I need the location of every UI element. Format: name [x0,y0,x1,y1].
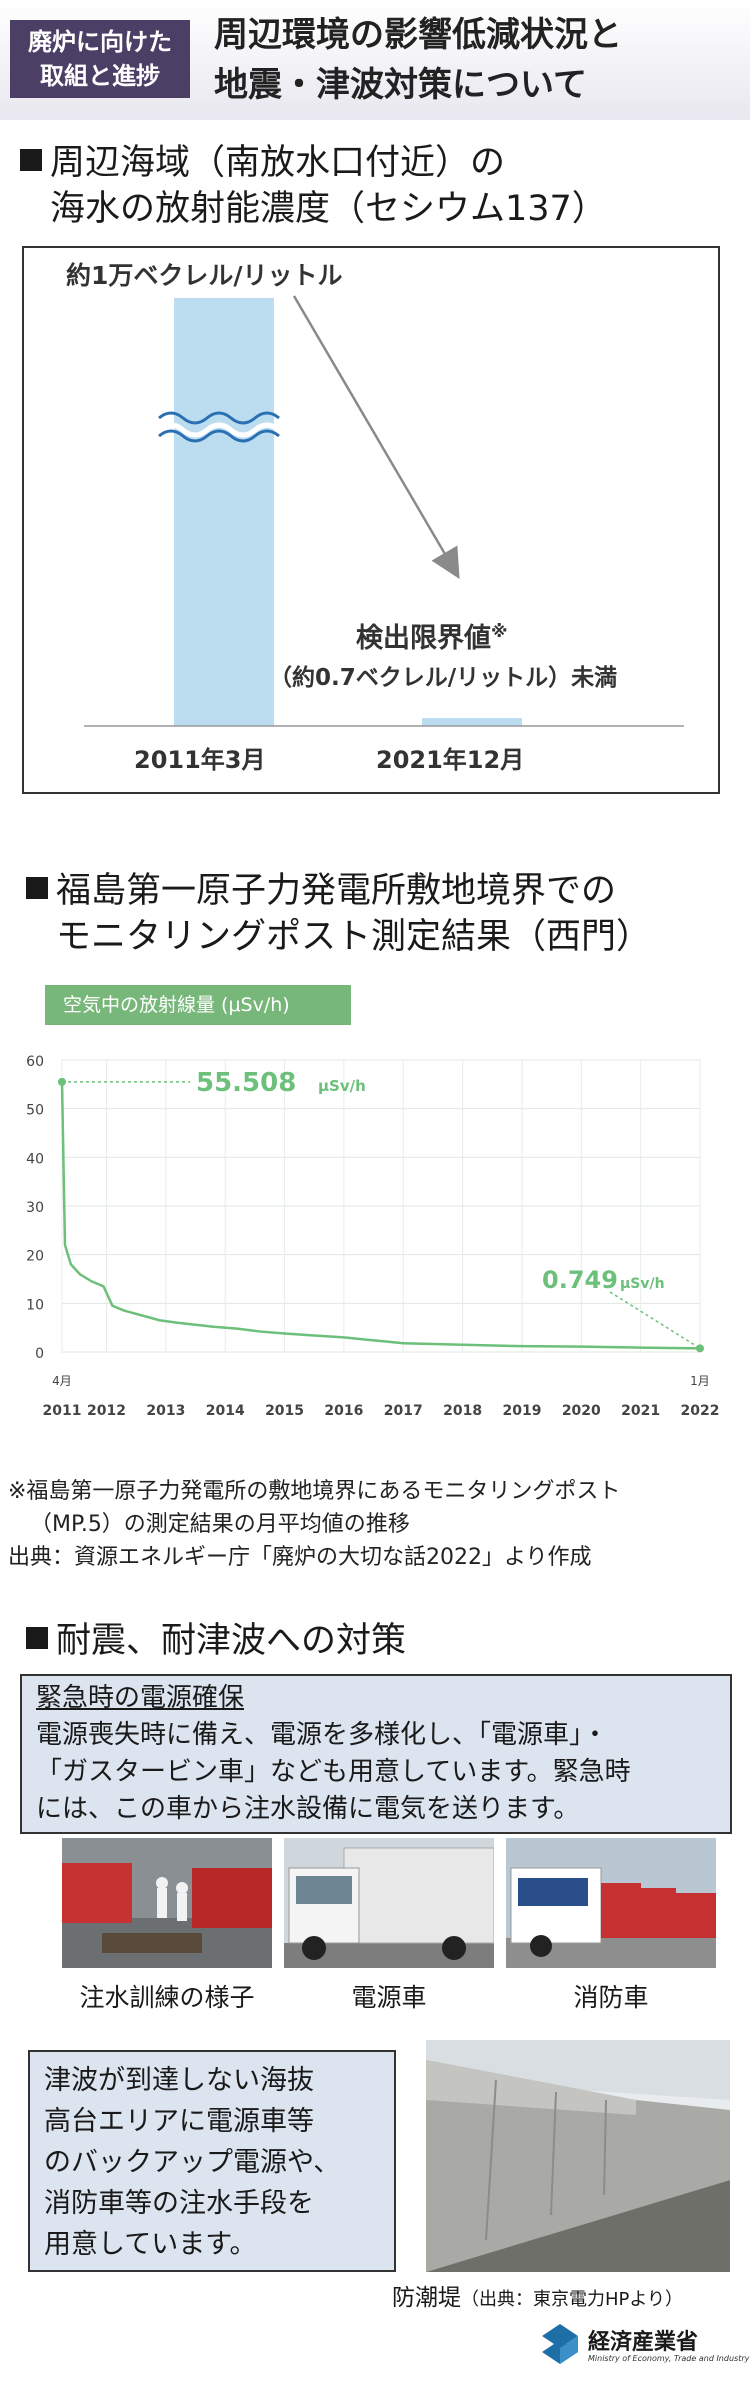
ministry-name: 経済産業省 [588,2330,699,2355]
tsunami-line5: 用意しています。 [44,2229,257,2260]
power-truck-image [284,1838,494,1968]
y-tick-label: 10 [26,1297,44,1313]
x-tick-label: 2019 [502,1403,541,1419]
limit-sub-label: （約0.7ベクレル/リットル）未満 [269,665,618,691]
limit-label-text: 検出限界値 [356,623,491,654]
x-tick-label: 2017 [384,1403,423,1419]
limit-label: 検出限界値※ [356,616,508,655]
power-truck-caption: 電源車 [351,1983,427,2012]
tsunami-box: 津波が到達しない海抜 高台エリアに電源車等 のバックアップ電源や、 消防車等の注… [28,2050,396,2272]
start-month-label: 4月 [52,1374,72,1388]
x-tick-label: 2012 [87,1403,126,1419]
training-caption: 注水訓練の様子 [79,1983,255,2012]
seawater-chart-svg [84,295,684,727]
tsunami-line4: 消防車等の注水手段を [44,2188,314,2219]
title-line2: 地震・津波対策について [214,65,587,105]
power-supply-box: 緊急時の電源確保 電源喪失時に備え、電源を多様化し、「電源車」・ 「ガスタービン… [20,1674,732,1834]
seawall-source: （出典：東京電力HPより） [461,2289,684,2310]
training-photo [62,1838,272,1968]
bar-2011 [174,298,274,726]
radiation-line-chart: 60 50 40 30 20 10 0 2011 2012 2013 2014 2015 2016 201… [26,1054,720,1419]
series-line [60,1081,701,1350]
training-photo-image [62,1838,272,1968]
power-box-heading: 緊急時の電源確保 [36,1683,245,1713]
note-line1: ※福島第一原子力発電所の敷地境界にあるモニタリングポスト [8,1479,621,1504]
seawall-caption-text: 防潮堤 [392,2285,461,2311]
ministry-logo: 経済産業省 Ministry of Economy, Trade and Ind… [538,2320,749,2376]
section1-title-line2: 海水の放射能濃度（セシウム137） [50,189,607,229]
fire-truck-photo [506,1838,716,1968]
chart-note: ※福島第一原子力発電所の敷地境界にあるモニタリングポスト （MP.5）の測定結果… [8,1475,748,1574]
top-value-label: 約1万ベクレル/リットル [66,261,343,290]
end-unit-label: μSv/h [620,1276,665,1292]
tsunami-line3: のバックアップ電源や、 [44,2147,341,2178]
category-2021: 2021年12月 [376,746,525,774]
category-badge: 廃炉に向けた 取組と進捗 [10,20,190,98]
tsunami-line2: 高台エリアに電源車等 [44,2106,314,2137]
category-2011: 2011年3月 [134,746,266,774]
section2-heading: 福島第一原子力発電所敷地境界での モニタリングポスト測定結果（西門） [26,868,736,960]
peak-unit-label: μSv/h [318,1077,366,1095]
fire-truck-image [506,1838,716,1968]
y-tick-label: 50 [26,1103,44,1119]
bullet-square-icon [26,1627,48,1649]
seawall-caption: 防潮堤（出典：東京電力HPより） [392,2278,683,2312]
seawater-chart: 約1万ベクレル/リットル 検出限界値※ （約0.7ベクレル/リットル）未満 20… [22,246,720,794]
x-tick-label: 2018 [443,1403,482,1419]
axis-break-icon [158,411,280,425]
section1-heading: 周辺海域（南放水口付近）の 海水の放射能濃度（セシウム137） [20,140,720,232]
fire-truck-caption: 消防車 [573,1983,649,2012]
section2-title-line2: モニタリングポスト測定結果（西門） [56,917,652,957]
x-tick-label: 2016 [324,1403,363,1419]
bar-2021 [422,718,522,726]
badge-line1: 廃炉に向けた [28,28,172,56]
section1-title-line1: 周辺海域（南放水口付近）の [50,143,506,183]
peak-value-label: 55.508 [196,1068,296,1098]
decrease-arrow [292,295,460,579]
power-truck-photo [284,1838,494,1968]
y-tick-label: 60 [26,1054,44,1070]
x-tick-label: 2021 [621,1403,660,1419]
title-line1: 周辺環境の影響低減状況と [214,15,622,55]
end-value-label: 0.749 [542,1266,618,1294]
seawall-image [426,2040,730,2272]
x-tick-label: 2022 [681,1403,720,1419]
y-tick-label: 40 [26,1151,44,1167]
note-line2: （MP.5）の測定結果の月平均値の推移 [30,1512,410,1537]
y-tick-label: 20 [26,1249,44,1265]
x-tick-label: 2015 [265,1403,304,1419]
section3-heading: 耐震、耐津波への対策 [26,1618,726,1664]
section2-title-line1: 福島第一原子力発電所敷地境界での [56,871,617,911]
badge-line2: 取組と進捗 [40,62,160,90]
power-box-line3: には、この車から注水設備に電気を送ります。 [36,1794,580,1824]
y-tick-label: 30 [26,1200,44,1216]
power-box-line1: 電源喪失時に備え、電源を多様化し、「電源車」・ [36,1720,609,1750]
end-month-label: 1月 [690,1374,710,1388]
meti-emblem-icon [542,2324,578,2364]
y-tick-label: 0 [35,1346,44,1362]
x-tick-label: 2014 [206,1403,245,1419]
chart-unit-tag: 空気中の放射線量 (μSv/h) [45,985,351,1025]
x-tick-label: 2011 [43,1403,82,1419]
bullet-square-icon [20,149,42,171]
x-tick-label: 2013 [146,1403,185,1419]
page-title: 周辺環境の影響低減状況と 地震・津波対策について [214,10,734,110]
bullet-square-icon [26,877,48,899]
limit-mark: ※ [491,622,508,642]
ministry-en: Ministry of Economy, Trade and Industry [588,2354,750,2363]
x-tick-label: 2020 [562,1403,601,1419]
source-line: 出典：資源エネルギー庁「廃炉の大切な話2022」より作成 [8,1545,592,1570]
seawall-photo [426,2040,730,2272]
section3-title: 耐震、耐津波への対策 [56,1621,407,1661]
tsunami-line1: 津波が到達しない海抜 [44,2065,314,2096]
power-box-line2: 「ガスタービン車」なども用意しています。緊急時 [36,1757,631,1787]
